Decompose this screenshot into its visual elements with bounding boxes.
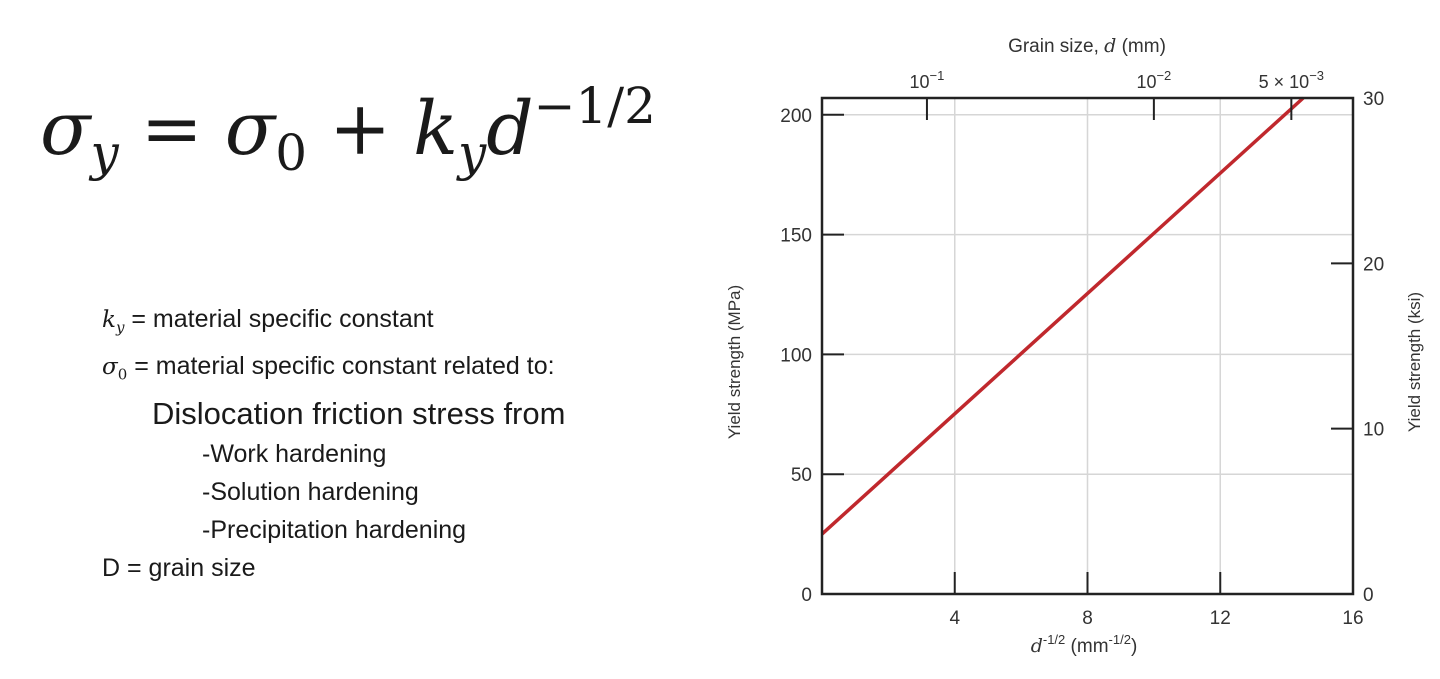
y-tick-label: 100	[780, 345, 812, 366]
top-tick-label: 10−1	[910, 68, 945, 92]
y-axis-label: Yield strength (MPa)	[725, 285, 744, 439]
sigma0-symbol: σ	[102, 353, 118, 380]
axis-labels: Grain size, d (mm) Yield strength (MPa) …	[725, 35, 1424, 657]
x-axis-label: d-1/2 (mm-1/2)	[1031, 632, 1138, 657]
y-tick-label: 200	[780, 106, 812, 127]
plus-sign: +	[329, 86, 392, 172]
series-layer	[820, 96, 1305, 536]
sigma0-definition: σ0 = material specific constant related …	[102, 347, 565, 394]
k-symbol: k	[413, 86, 458, 172]
hall-petch-equation: σy = σ0 + kyd−1/2	[40, 81, 656, 178]
sigma0-subscript: 0	[117, 365, 128, 384]
top-axis-label: Grain size, d (mm)	[1008, 35, 1166, 57]
top-tick-label: 5 × 10−3	[1259, 68, 1324, 92]
ky-text: = material specific constant	[124, 305, 434, 333]
d-symbol: d	[486, 86, 534, 172]
y-tick-label: 0	[801, 585, 812, 606]
friction-heading: Dislocation friction stress from	[152, 396, 566, 432]
sigma-0-symbol: σ	[224, 86, 276, 172]
hall-petch-line	[820, 96, 1305, 536]
ky-definition: ky = material specific constant	[102, 300, 565, 347]
x-tick-label: 12	[1210, 608, 1231, 629]
definitions-list: ky = material specific constant σ0 = mat…	[102, 300, 565, 587]
x-tick-label: 16	[1342, 608, 1363, 629]
y-tick-label: 150	[780, 226, 812, 247]
d-exponent: −1/2	[533, 77, 656, 135]
y2-tick-label: 10	[1363, 420, 1384, 441]
sigma-0-subscript: 0	[275, 124, 308, 182]
grid-lines	[822, 98, 1353, 594]
hardening-item: -Precipitation hardening	[202, 516, 467, 545]
hardening-item: -Solution hardening	[202, 478, 419, 507]
top-tick-label: 10−2	[1136, 68, 1171, 92]
hardening-item: -Work hardening	[202, 440, 387, 469]
grain-size-definition: D = grain size	[102, 554, 256, 583]
y2-axis-label: Yield strength (ksi)	[1405, 292, 1424, 432]
y2-tick-label: 0	[1363, 585, 1374, 606]
ky-symbol: k	[102, 307, 116, 333]
y-tick-label: 50	[791, 465, 812, 486]
equals-sign: =	[140, 86, 203, 172]
sigma0-text: = material specific constant related to:	[127, 351, 555, 380]
ky-subscript: y	[115, 318, 125, 337]
sigma-y-subscript: y	[90, 124, 119, 182]
x-tick-label: 8	[1082, 608, 1093, 629]
sigma-y-symbol: σ	[40, 86, 91, 172]
k-subscript: y	[457, 124, 487, 182]
y2-tick-label: 20	[1363, 254, 1384, 275]
x-tick-label: 4	[949, 608, 960, 629]
y2-tick-label: 30	[1363, 89, 1384, 110]
